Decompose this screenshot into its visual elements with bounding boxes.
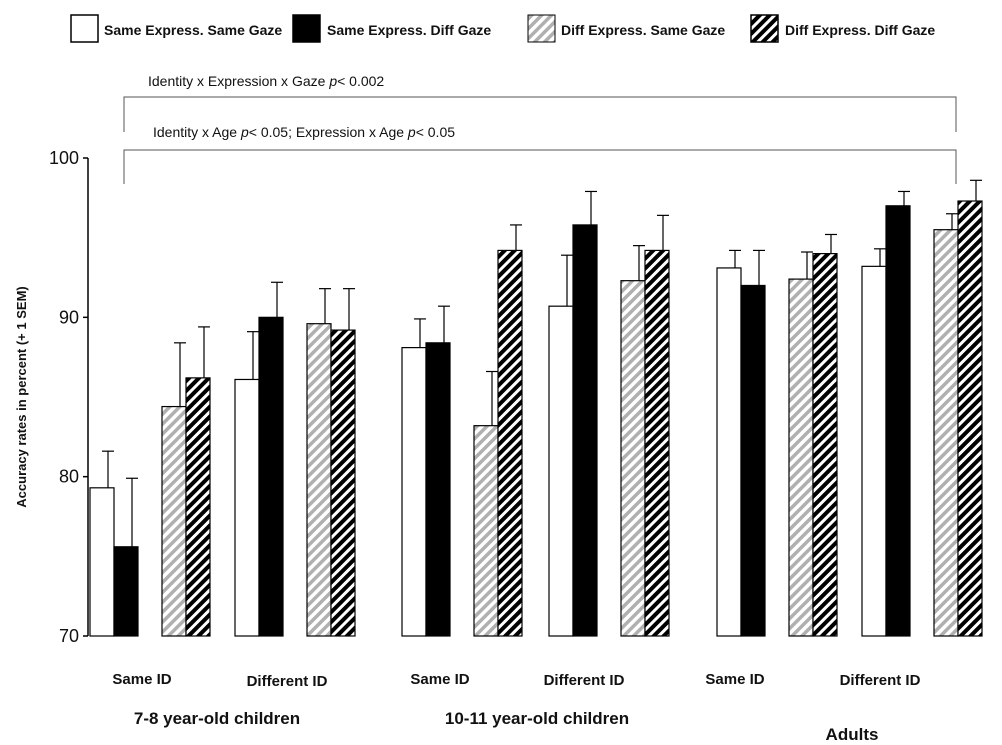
bar-s4-c2 [330,329,356,637]
bar-s3-c6 [933,229,959,637]
y-tick-label-100: 100 [49,148,79,168]
legend-swatch-diff-expr-same-gaze [527,14,556,43]
condition-labels: Same ID Different ID Same ID Different I… [112,671,920,690]
significance-annotations: Identity x Expression x Gaze p< 0.002 Id… [123,73,957,184]
bar-s1-c3 [401,347,427,637]
bar-s2-c6 [885,205,911,637]
legend-label-diff-expr-same-gaze: Diff Express. Same Gaze [561,22,725,38]
bar-s1-c6 [861,265,887,637]
bar-s3-c2 [306,323,332,637]
bar-s2-c2 [258,316,284,637]
condition-label-child78-same-id: Same ID [112,671,171,688]
legend: Same Express. Same Gaze Same Express. Di… [70,14,935,43]
bar-s3-c1 [161,405,187,637]
bar-s2-c1 [113,546,139,637]
bar-s4-c3 [497,249,523,637]
legend-swatch-diff-expr-diff-gaze [750,14,779,43]
legend-swatch-same-expr-same-gaze [70,14,99,43]
legend-swatch-same-expr-diff-gaze [292,14,321,43]
age-group-label-10-11: 10-11 year-old children [445,709,629,728]
bars [89,179,983,637]
annotation-two-way-text: Identity x Age p< 0.05; Expression x Age… [153,124,455,140]
bar-s4-c5 [812,253,838,637]
bar-s3-c3 [473,425,499,637]
legend-item-same-expr-diff-gaze: Same Express. Diff Gaze [292,14,491,43]
age-group-label-adults: Adults [826,725,879,744]
legend-label-diff-expr-diff-gaze: Diff Express. Diff Gaze [785,22,935,38]
bar-s2-c4 [572,224,598,637]
condition-label-child1011-different-id: Different ID [544,672,625,689]
bar-s4-c1 [185,377,211,637]
bar-s1-c5 [716,267,742,637]
bar-s3-c4 [620,280,646,637]
bar-s1-c2 [234,378,260,637]
y-axis-ticks: 70 80 90 100 [49,148,88,646]
y-axis-label: Accuracy rates in percent (+ 1 SEM) [14,286,29,507]
y-axis: 70 80 90 100 Accuracy rates in percent (+ 1… [14,148,89,646]
condition-label-adults-different-id: Different ID [840,672,921,689]
bar-s4-c4 [644,249,670,637]
condition-label-adults-same-id: Same ID [705,671,764,688]
bar-s4-c6 [957,200,983,637]
legend-item-same-expr-same-gaze: Same Express. Same Gaze [70,14,282,43]
legend-item-diff-expr-diff-gaze: Diff Express. Diff Gaze [750,14,935,43]
bar-s3-c5 [788,278,814,637]
condition-label-child78-different-id: Different ID [247,673,328,690]
condition-label-child1011-same-id: Same ID [410,671,469,688]
annotation-three-way-text: Identity x Expression x Gaze p< 0.002 [148,73,384,89]
legend-label-same-expr-same-gaze: Same Express. Same Gaze [104,22,282,38]
bar-s1-c1 [89,487,115,637]
bracket-two-way [123,149,957,184]
y-tick-label-90: 90 [59,307,79,327]
legend-label-same-expr-diff-gaze: Same Express. Diff Gaze [327,22,491,38]
y-tick-label-80: 80 [59,467,79,487]
bar-s2-c3 [425,342,451,637]
legend-item-diff-expr-same-gaze: Diff Express. Same Gaze [527,14,725,43]
age-group-label-7-8: 7-8 year-old children [134,709,300,728]
y-tick-label-70: 70 [59,626,79,646]
bar-s2-c5 [740,284,766,637]
bar-s1-c4 [548,305,574,637]
bracket-three-way [123,96,957,132]
age-group-labels: 7-8 year-old children 10-11 year-old chi… [134,709,879,744]
